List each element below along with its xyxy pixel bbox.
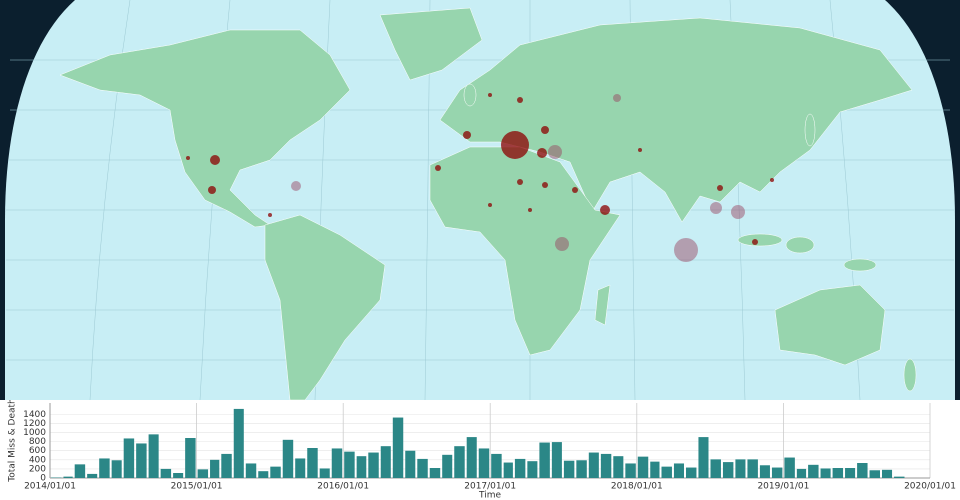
bar [820, 468, 831, 478]
bar [197, 469, 209, 478]
bar [87, 473, 98, 478]
y-tick-label: 800 [29, 437, 46, 447]
x-tick-label: 2020/01/01 [904, 482, 956, 492]
bar [673, 463, 684, 478]
y-tick-label: 600 [29, 446, 46, 456]
y-tick-label: 0 [40, 474, 46, 484]
bar [136, 443, 147, 478]
bar [563, 460, 575, 478]
bar [295, 458, 306, 478]
bar [356, 456, 367, 478]
bar [307, 448, 318, 478]
bar [600, 453, 612, 478]
x-tick-label: 2018/01/01 [611, 482, 663, 492]
bar [442, 454, 453, 478]
world-map [5, 0, 955, 400]
bar [123, 438, 135, 478]
bar [99, 458, 110, 478]
bar [503, 462, 513, 478]
bar [894, 476, 905, 478]
bar [344, 451, 355, 478]
x-tick-label: 2017/01/01 [464, 482, 516, 492]
bar [527, 461, 538, 478]
bar [808, 464, 819, 478]
bar [869, 470, 880, 478]
bar [832, 468, 844, 478]
bar [74, 464, 86, 478]
bar [233, 408, 244, 478]
bar [185, 438, 196, 478]
bar [661, 466, 672, 478]
bar [368, 452, 379, 478]
y-tick-label: 1200 [23, 419, 46, 429]
x-tick-label: 2015/01/01 [171, 482, 223, 492]
bar [258, 471, 269, 478]
bar [319, 468, 330, 478]
x-axis-label: Time [478, 491, 501, 500]
bar [380, 446, 391, 478]
bar [63, 476, 73, 478]
y-tick-label: 1400 [23, 410, 46, 420]
bar [466, 437, 477, 478]
bar [710, 459, 721, 478]
bar [845, 468, 856, 478]
bar [160, 468, 172, 478]
bar [245, 463, 257, 478]
bar [148, 434, 159, 478]
bar [478, 448, 490, 478]
bar [392, 417, 404, 478]
bar [331, 448, 343, 478]
bar [881, 469, 893, 478]
bar [429, 468, 441, 478]
bar-chart: Total Miss & Death Time 0200400600800100… [0, 400, 960, 500]
y-tick-label: 400 [29, 455, 46, 465]
x-tick-label: 2014/01/01 [24, 482, 76, 492]
bar [588, 452, 599, 478]
bar [111, 460, 122, 478]
bar [784, 457, 795, 478]
bar [221, 453, 232, 478]
bar [685, 467, 697, 478]
bar [539, 442, 550, 478]
bar [417, 458, 428, 478]
bar [735, 459, 746, 478]
land [59, 7, 917, 400]
bar [722, 462, 734, 478]
bar [796, 468, 807, 478]
bar [210, 459, 220, 478]
x-tick-label: 2016/01/01 [317, 482, 369, 492]
bar [270, 466, 281, 478]
bar [576, 460, 587, 478]
bar [747, 459, 758, 478]
bar [551, 442, 562, 478]
y-axis-label: Total Miss & Death [8, 400, 18, 483]
bar [514, 458, 526, 478]
incident-bubbles [186, 93, 774, 262]
bar [491, 453, 502, 478]
bar [173, 473, 184, 478]
y-tick-label: 200 [29, 464, 46, 474]
bar [613, 456, 624, 478]
bar [625, 463, 636, 478]
bar [698, 437, 709, 478]
bar [857, 463, 868, 478]
bar [282, 439, 294, 478]
bar [759, 465, 770, 478]
bar [454, 446, 465, 478]
y-tick-label: 1000 [23, 428, 46, 438]
bar [637, 456, 649, 478]
bar [771, 467, 783, 478]
bar [405, 450, 416, 478]
bar [650, 461, 660, 478]
x-tick-label: 2019/01/01 [757, 482, 809, 492]
